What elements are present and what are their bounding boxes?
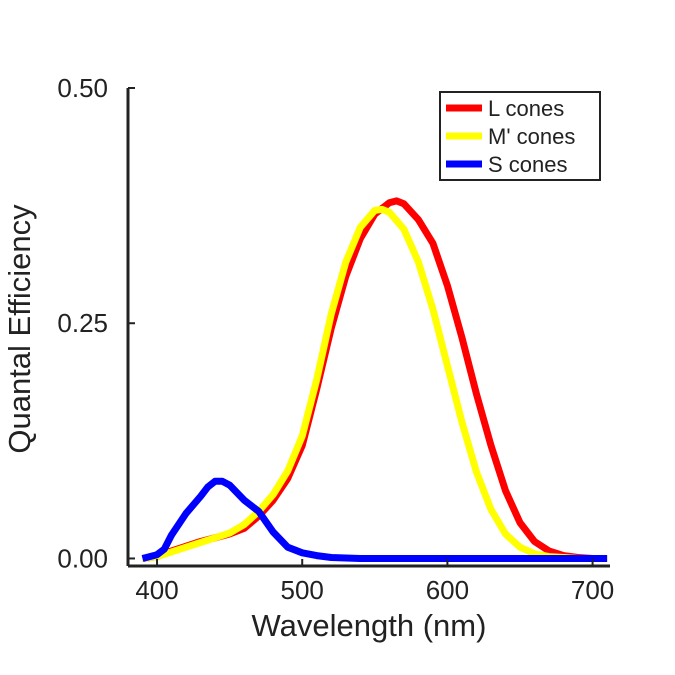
series-layer — [141, 197, 608, 562]
series-line-2 — [141, 477, 608, 562]
y-tick-label: 0.00 — [57, 543, 108, 573]
axes-layer — [126, 88, 610, 568]
legend-label-2: S cones — [488, 152, 568, 177]
legend-label-1: M' cones — [488, 124, 575, 149]
y-tick-label: 0.25 — [57, 308, 108, 338]
x-tick-label: 600 — [426, 575, 469, 605]
x-axis-title: Wavelength (nm) — [252, 608, 487, 643]
ticks-layer: 400 500 600 700 0.00 0.25 0.50 — [57, 73, 614, 605]
legend: L cones M' cones S cones — [439, 91, 601, 181]
y-axis-title: Quantal Efficiency — [2, 204, 37, 454]
x-tick-label: 700 — [571, 575, 614, 605]
series-line-1 — [142, 205, 608, 562]
series-line-0 — [142, 197, 608, 562]
x-tick-label: 500 — [281, 575, 324, 605]
legend-label-0: L cones — [488, 96, 564, 121]
y-tick-label: 0.50 — [57, 73, 108, 103]
x-tick-label: 400 — [135, 575, 178, 605]
